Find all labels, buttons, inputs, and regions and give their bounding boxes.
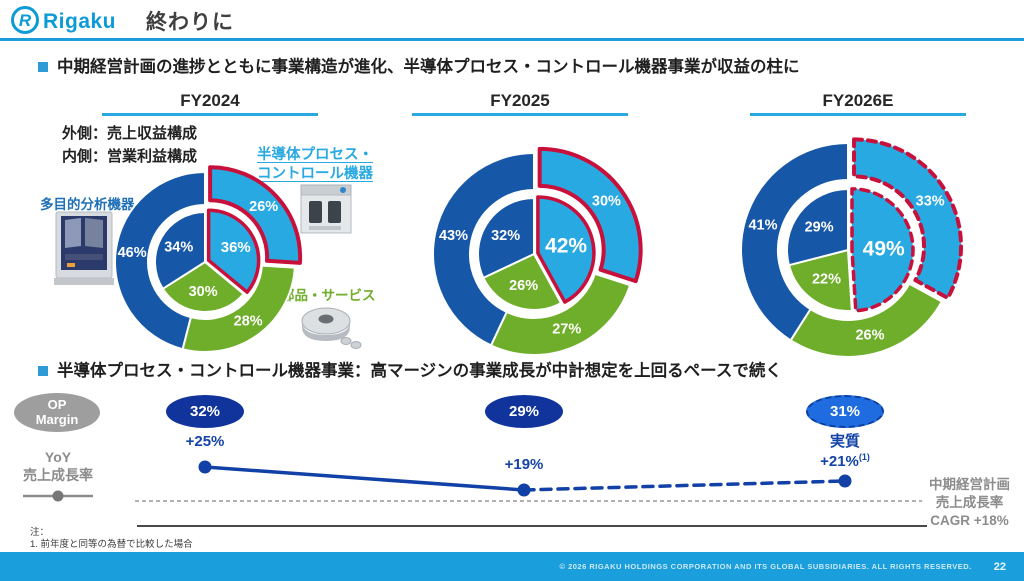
pie-chart-fy2025: 30% 27% 43% 42% 26% 32% <box>432 146 643 356</box>
op-margin-fy2026e: 31% <box>806 395 884 428</box>
section1-heading: 中期経営計画の進捗とともに事業構造が進化、半導体プロセス・コントロール機器事業が… <box>38 58 998 78</box>
page-number: 22 <box>993 560 1006 573</box>
yoy-growth-legend: YoY 売上成長率 <box>23 449 93 484</box>
svg-text:27%: 27% <box>552 322 581 338</box>
svg-text:42%: 42% <box>545 234 587 257</box>
svg-text:33%: 33% <box>916 193 945 209</box>
svg-text:29%: 29% <box>805 220 834 236</box>
semiconductor-tool-image <box>300 184 352 234</box>
svg-text:26%: 26% <box>249 199 278 215</box>
label-semiconductor-process-control: 半導体プロセス・ コントロール機器 <box>257 147 373 182</box>
section2-heading: 半導体プロセス・コントロール機器事業：高マージンの事業成長が中計想定を上回るペー… <box>38 362 998 382</box>
fy2025-underline <box>412 113 628 116</box>
fy2026e-underline <box>750 113 966 116</box>
line-marker-icon <box>23 490 93 502</box>
legend-outer-ring: 外側：売上収益構成 <box>62 125 198 142</box>
footnote-head: 注： <box>30 527 50 538</box>
column-header-fy2025: FY2025 <box>490 91 550 110</box>
footnote-divider <box>137 525 927 527</box>
svg-text:26%: 26% <box>509 278 538 294</box>
growth-fy2024: +25% <box>185 433 225 450</box>
parts-component-image <box>301 307 362 349</box>
op-margin-badge: OP Margin <box>14 393 100 432</box>
svg-text:22%: 22% <box>812 272 841 288</box>
svg-text:49%: 49% <box>863 237 905 260</box>
yoy-trend-line-chart <box>135 460 922 502</box>
bullet-square-icon <box>38 62 48 72</box>
bullet-square-icon <box>38 366 48 376</box>
svg-text:30%: 30% <box>592 193 621 209</box>
header-divider <box>0 38 1024 41</box>
pie-chart-fy2024: 26% 28% 46% 36% 30% 34% <box>114 165 303 353</box>
growth-fy2026e-prefix: 実質 <box>829 433 860 450</box>
section1-heading-text: 中期経営計画の進捗とともに事業構造が進化、半導体プロセス・コントロール機器事業が… <box>57 58 800 76</box>
op-margin-fy2024: 32% <box>166 395 244 428</box>
column-header-fy2026e: FY2026E <box>822 91 894 110</box>
svg-text:R: R <box>19 11 32 30</box>
svg-text:41%: 41% <box>748 217 777 233</box>
footer: © 2026 RIGAKU HOLDINGS CORPORATION AND I… <box>0 552 1024 581</box>
copyright-text: © 2026 RIGAKU HOLDINGS CORPORATION AND I… <box>559 562 972 571</box>
footnote-ref: (1) <box>858 451 870 462</box>
column-header-fy2024: FY2024 <box>180 91 240 110</box>
page-title: 終わりに <box>146 11 234 34</box>
header: R Rigaku 終わりに <box>0 0 1024 38</box>
svg-text:34%: 34% <box>164 240 193 256</box>
rigaku-logo-icon: R Rigaku <box>11 6 116 34</box>
growth-fy2026e: 実質 +21%(1) <box>785 432 905 471</box>
svg-text:26%: 26% <box>855 328 884 344</box>
growth-fy2026e-value: +21% <box>820 452 859 470</box>
fy2024-underline <box>102 113 318 116</box>
growth-fy2025: +19% <box>504 456 544 473</box>
label-parts-service: 部品・サービス <box>281 288 376 303</box>
svg-text:36%: 36% <box>221 239 251 256</box>
midterm-plan-cagr-note: 中期経営計画 売上成長率 CAGR +18% <box>929 477 1010 529</box>
pie-chart-fy2026e: 33% 26% 41% 49% 22% 29% <box>740 137 963 358</box>
xrd-analyzer-image <box>54 211 114 285</box>
label-multipurpose-analyzer: 多目的分析機器 <box>40 197 135 212</box>
svg-text:32%: 32% <box>491 228 520 244</box>
logo-wordmark: Rigaku <box>43 10 116 33</box>
legend-inner-ring: 内側：営業利益構成 <box>62 148 198 165</box>
svg-text:46%: 46% <box>118 245 147 261</box>
svg-text:30%: 30% <box>189 284 218 300</box>
section2-heading-text: 半導体プロセス・コントロール機器事業：高マージンの事業成長が中計想定を上回るペー… <box>57 362 782 380</box>
svg-text:28%: 28% <box>234 313 263 329</box>
footnote-item: 1. 前年度と同等の為替で比較した場合 <box>30 539 193 550</box>
svg-text:43%: 43% <box>439 228 468 244</box>
op-margin-fy2025: 29% <box>485 395 563 428</box>
